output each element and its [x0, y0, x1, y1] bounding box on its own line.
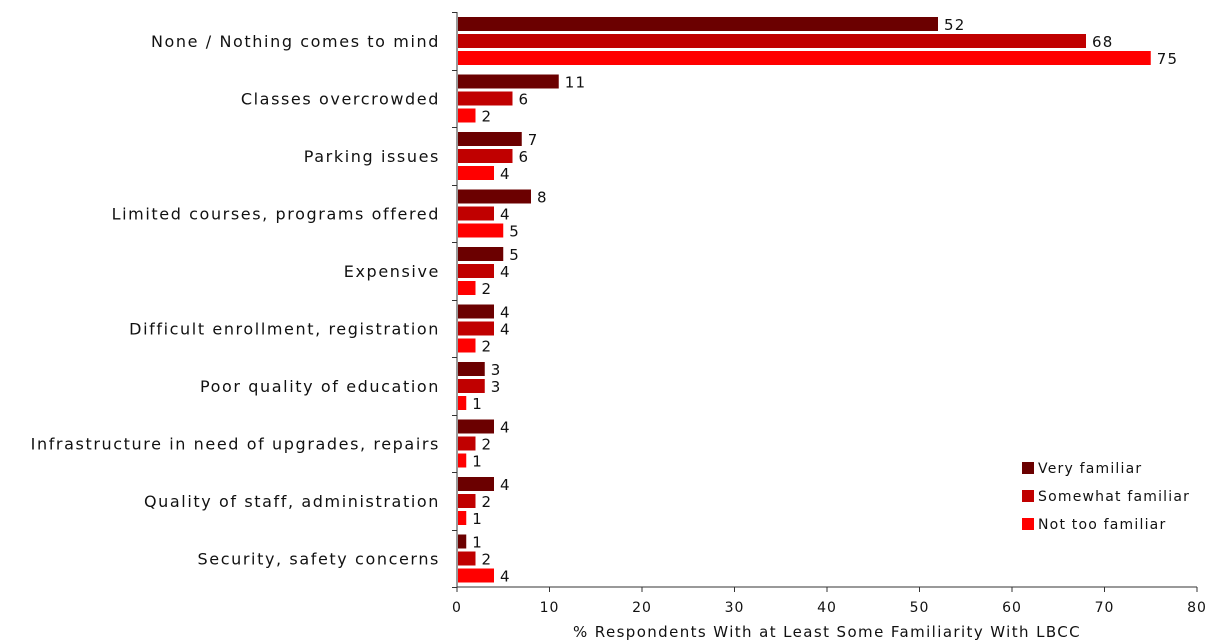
- bar-somewhat-familiar: [458, 551, 476, 566]
- bar-very-familiar: [458, 477, 494, 491]
- x-tick-label: 80: [1187, 600, 1207, 616]
- data-label: 4: [500, 568, 511, 586]
- bar-not-too-familiar: [458, 51, 1151, 65]
- data-label: 4: [500, 419, 511, 437]
- bar-very-familiar: [458, 189, 531, 204]
- category-label: Expensive: [344, 262, 440, 281]
- data-label: 2: [482, 280, 493, 298]
- bar-very-familiar: [458, 247, 504, 261]
- bar-not-too-familiar: [458, 281, 476, 295]
- x-tick-label: 20: [632, 600, 652, 616]
- bar-very-familiar: [458, 17, 938, 31]
- bar-somewhat-familiar: [458, 34, 1086, 48]
- category-label: Poor quality of education: [200, 377, 440, 396]
- category-label: Limited courses, programs offered: [112, 205, 440, 224]
- bar-somewhat-familiar: [458, 206, 494, 221]
- bars-layer: [458, 17, 1151, 583]
- category-label: Classes overcrowded: [241, 90, 440, 109]
- category-label: Quality of staff, administration: [144, 492, 440, 511]
- data-label: 2: [482, 551, 493, 569]
- bar-somewhat-familiar: [458, 264, 494, 278]
- category-label: None / Nothing comes to mind: [151, 32, 440, 51]
- legend: Very familiar Somewhat familiar Not too fa…: [1022, 461, 1190, 533]
- data-label: 2: [482, 436, 493, 454]
- bar-very-familiar: [458, 534, 467, 549]
- data-label: 6: [519, 91, 530, 109]
- data-label: 1: [472, 510, 483, 528]
- bar-not-too-familiar: [458, 568, 494, 583]
- bar-very-familiar: [458, 132, 522, 146]
- category-labels: None / Nothing comes to mind Classes over…: [31, 32, 440, 569]
- data-label: 1: [472, 453, 483, 471]
- category-label: Security, safety concerns: [198, 550, 440, 569]
- x-axis-title: % Respondents With at Least Some Familia…: [573, 623, 1081, 641]
- data-label: 4: [500, 263, 511, 281]
- data-label: 4: [500, 476, 511, 494]
- bar-somewhat-familiar: [458, 149, 513, 163]
- data-label: 68: [1092, 33, 1114, 51]
- data-label: 4: [500, 304, 511, 322]
- bar-somewhat-familiar: [458, 494, 476, 508]
- data-label: 1: [472, 395, 483, 413]
- data-label: 2: [482, 338, 493, 356]
- x-tick-label: 50: [910, 600, 930, 616]
- bar-somewhat-familiar: [458, 321, 494, 336]
- data-label: 75: [1157, 50, 1179, 68]
- data-label: 5: [509, 223, 520, 241]
- data-label: 6: [519, 148, 530, 166]
- bar-very-familiar: [458, 362, 485, 376]
- bar-somewhat-familiar: [458, 91, 513, 106]
- category-label: Difficult enrollment, registration: [129, 320, 440, 339]
- legend-swatch: [1022, 490, 1034, 502]
- bar-not-too-familiar: [458, 338, 476, 353]
- bar-not-too-familiar: [458, 108, 476, 123]
- bar-very-familiar: [458, 304, 494, 319]
- data-label: 52: [944, 16, 966, 34]
- data-label: 3: [491, 361, 502, 379]
- x-tick-label: 40: [817, 600, 837, 616]
- bar-not-too-familiar: [458, 396, 467, 410]
- bar-somewhat-familiar: [458, 379, 485, 393]
- data-label: 1: [472, 534, 483, 552]
- data-label: 8: [537, 189, 548, 207]
- x-tick-label: 30: [725, 600, 745, 616]
- legend-label: Somewhat familiar: [1038, 489, 1190, 505]
- data-label: 2: [482, 493, 493, 511]
- x-tick-label: 10: [540, 600, 560, 616]
- legend-label: Not too familiar: [1038, 517, 1166, 533]
- data-label: 2: [482, 108, 493, 126]
- x-axis-ticks: 0 10 20 30 40 50 60 70 80: [452, 12, 1207, 616]
- data-label: 5: [509, 246, 520, 264]
- bar-not-too-familiar: [458, 166, 494, 180]
- bar-not-too-familiar: [458, 453, 467, 468]
- legend-swatch: [1022, 518, 1034, 530]
- data-label: 11: [565, 74, 587, 92]
- category-label: Parking issues: [304, 147, 440, 166]
- data-label: 4: [500, 206, 511, 224]
- bar-not-too-familiar: [458, 511, 467, 525]
- legend-label: Very familiar: [1038, 461, 1142, 477]
- x-tick-label: 70: [1095, 600, 1115, 616]
- bar-somewhat-familiar: [458, 436, 476, 451]
- x-tick-label: 60: [1002, 600, 1022, 616]
- data-label: 3: [491, 378, 502, 396]
- bar-very-familiar: [458, 74, 559, 89]
- x-tick-label: 0: [452, 600, 462, 616]
- bar-very-familiar: [458, 419, 494, 434]
- data-label: 4: [500, 321, 511, 339]
- legend-swatch: [1022, 462, 1034, 474]
- data-label: 7: [528, 131, 539, 149]
- bar-not-too-familiar: [458, 223, 504, 238]
- data-label: 4: [500, 165, 511, 183]
- category-label: Infrastructure in need of upgrades, repa…: [31, 435, 440, 454]
